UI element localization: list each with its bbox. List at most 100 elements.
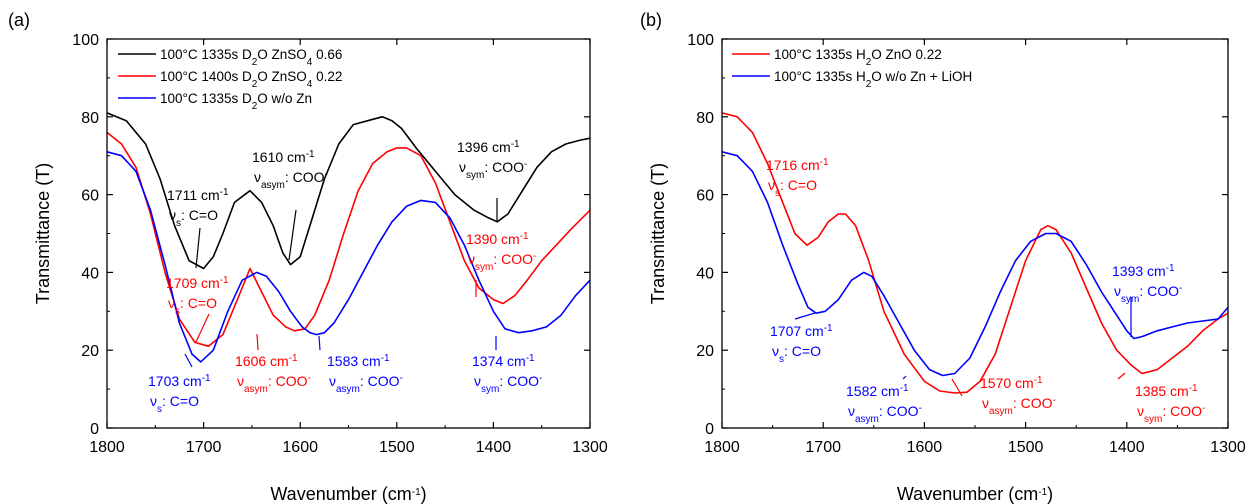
annotation-pointer <box>318 335 321 351</box>
peak-annotation: 1393 cm-1 νsym: COO- <box>1112 263 1182 337</box>
annotation-pointer <box>184 353 193 368</box>
y-tick-label: 40 <box>81 265 99 282</box>
annotation-pointer <box>256 333 259 351</box>
y-tick-label: 20 <box>81 343 99 360</box>
peak-assignment: νs: C=O <box>169 207 218 229</box>
panel-label: (b) <box>640 10 662 30</box>
x-tick-label: 1600 <box>907 439 943 456</box>
y-tick-label: 100 <box>72 32 99 49</box>
y-axis-title: Transmittance (T) <box>648 163 668 304</box>
peak-assignment: νasym: COO- <box>848 403 922 425</box>
peak-wavenumber: 1390 cm-1 <box>466 231 529 248</box>
series-line-1 <box>106 112 591 270</box>
panel-label: (a) <box>8 10 30 30</box>
y-tick-label: 0 <box>705 421 714 438</box>
x-tick-label: 1500 <box>379 439 415 456</box>
x-axis-title: Wavenumber (cm-1) <box>897 484 1053 504</box>
peak-annotation: 1703 cm-1 νs: C=O <box>148 353 211 415</box>
peak-assignment: νsym: COO- <box>459 159 527 181</box>
series-line-2 <box>721 151 1229 377</box>
peak-wavenumber: 1709 cm-1 <box>166 275 229 292</box>
peak-annotation: 1610 cm-1 νasym: COO- <box>252 149 328 261</box>
legend-entry: 100°C 1335s D2O ZnSO4 0.66 <box>160 47 342 68</box>
peak-wavenumber: 1570 cm-1 <box>980 375 1043 392</box>
y-axis-title: Transmittance (T) <box>33 163 53 304</box>
peak-annotation: 1606 cm-1 νasym: COO- <box>235 333 311 395</box>
peak-annotation: 1582 cm-1 νasym: COO- <box>846 375 922 425</box>
peak-assignment: νsym: COO- <box>1114 283 1182 305</box>
peak-assignment: νsym: COO- <box>474 373 542 395</box>
peak-wavenumber: 1396 cm-1 <box>457 139 520 156</box>
peak-annotation: 1716 cm-1 νs: C=O <box>766 157 829 199</box>
x-tick-label: 1600 <box>282 439 318 456</box>
peak-annotation: 1709 cm-1 νs: C=O <box>166 275 229 343</box>
peak-annotation: 1374 cm-1 νsym: COO- <box>472 336 542 395</box>
plot-frame <box>721 38 1229 429</box>
y-tick-label: 80 <box>81 110 99 127</box>
x-tick-label: 1400 <box>476 439 512 456</box>
y-tick-label: 100 <box>687 32 714 49</box>
x-tick-label: 1700 <box>186 439 222 456</box>
peak-annotation: 1396 cm-1 νsym: COO- <box>457 139 527 221</box>
peak-assignment: νasym: COO- <box>329 373 403 395</box>
annotation-pointer <box>951 378 963 397</box>
series-line-3 <box>106 151 591 363</box>
legend-entry: 100°C 1335s D2O w/o Zn <box>160 91 312 112</box>
peak-assignment: νsym: COO- <box>1137 403 1205 425</box>
annotation-pointer <box>195 227 201 269</box>
peak-assignment: νs: C=O <box>150 393 199 415</box>
peak-wavenumber: 1385 cm-1 <box>1135 383 1198 400</box>
panel-a: (a) 1800 1700 1600 1500 1400 1300 0 20 40 60 80 100 W… <box>8 10 608 504</box>
peak-annotation: 1711 cm-1 νs: C=O <box>167 187 229 269</box>
x-axis-title: Wavenumber (cm-1) <box>270 484 426 504</box>
x-tick-label: 1300 <box>1210 439 1246 456</box>
peak-wavenumber: 1703 cm-1 <box>148 373 211 390</box>
annotation-pointer <box>902 375 907 380</box>
x-tick-label: 1500 <box>1008 439 1044 456</box>
peak-wavenumber: 1610 cm-1 <box>252 149 315 166</box>
peak-assignment: νasym: COO- <box>254 169 328 191</box>
legend-entry: 100°C 1335s H2O ZnO 0.22 <box>774 47 942 68</box>
y-tick-label: 40 <box>696 265 714 282</box>
x-tick-label: 1300 <box>572 439 608 456</box>
y-tick-label: 80 <box>696 110 714 127</box>
x-tick-label: 1800 <box>704 439 740 456</box>
peak-assignment: νs: C=O <box>772 343 821 365</box>
x-tick-label: 1700 <box>805 439 841 456</box>
annotation-pointer <box>288 209 297 261</box>
y-tick-label: 60 <box>696 188 714 205</box>
panel-b: (b) 1800 1700 1600 1500 1400 1300 0 20 40 60 80 100 W… <box>640 10 1246 504</box>
peak-wavenumber: 1711 cm-1 <box>167 187 229 204</box>
peak-wavenumber: 1707 cm-1 <box>770 323 833 340</box>
peak-wavenumber: 1583 cm-1 <box>327 353 390 370</box>
peak-annotation: 1707 cm-1 νs: C=O <box>770 312 833 365</box>
peak-assignment: νasym: COO- <box>982 395 1056 417</box>
legend-entry: 100°C 1335s H2O w/o Zn + LiOH <box>774 69 972 90</box>
peak-assignment: νs: C=O <box>768 177 817 199</box>
peak-annotation: 1385 cm-1 νsym: COO- <box>1117 372 1205 425</box>
peak-wavenumber: 1716 cm-1 <box>766 157 829 174</box>
annotation-pointer <box>794 312 816 320</box>
peak-assignment: νsym: COO- <box>468 251 536 273</box>
peak-annotation: 1390 cm-1 νsym: COO- <box>466 231 536 297</box>
peak-wavenumber: 1606 cm-1 <box>235 353 298 370</box>
peak-wavenumber: 1582 cm-1 <box>846 383 909 400</box>
legend-entry: 100°C 1400s D2O ZnSO4 0.22 <box>160 69 342 90</box>
peak-annotation: 1570 cm-1 νasym: COO- <box>951 375 1056 417</box>
x-tick-label: 1800 <box>89 439 125 456</box>
annotation-pointer <box>1117 372 1126 380</box>
y-tick-label: 20 <box>696 343 714 360</box>
peak-annotation: 1583 cm-1 νasym: COO- <box>318 335 403 395</box>
y-tick-label: 60 <box>81 188 99 205</box>
peak-wavenumber: 1374 cm-1 <box>472 353 535 370</box>
y-tick-label: 0 <box>90 421 99 438</box>
series-line-1 <box>721 112 1229 394</box>
peak-assignment: νasym: COO- <box>237 373 311 395</box>
peak-wavenumber: 1393 cm-1 <box>1112 263 1175 280</box>
series-line-2 <box>106 131 591 348</box>
peak-assignment: νs: C=O <box>168 295 217 317</box>
annotation-pointer <box>195 313 210 343</box>
x-tick-label: 1400 <box>1109 439 1145 456</box>
